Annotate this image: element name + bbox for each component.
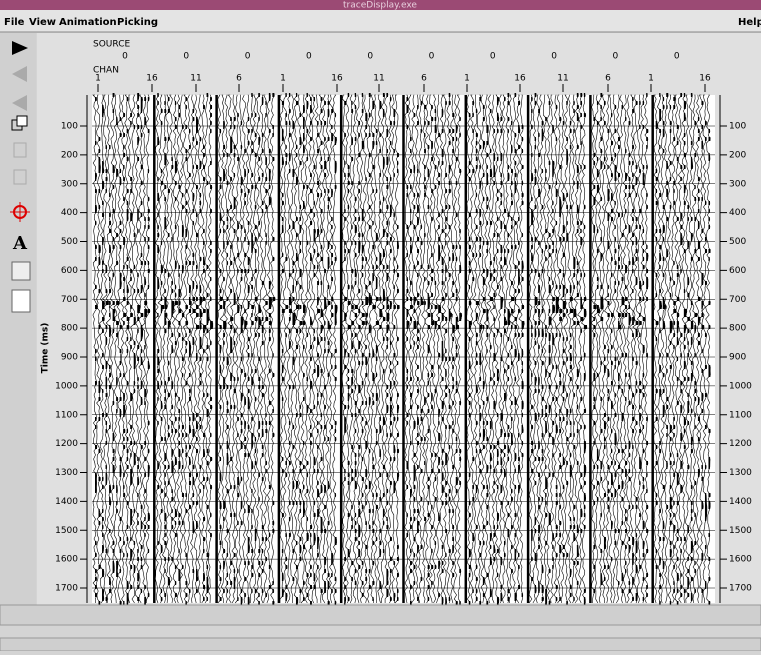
chan-value: 1 xyxy=(648,74,654,84)
chan-value: 11 xyxy=(190,74,201,84)
left-tick-label: 500 xyxy=(61,237,78,247)
panel-icon[interactable] xyxy=(12,290,30,312)
text-tool[interactable]: A xyxy=(12,233,28,254)
chan-value: 1 xyxy=(95,74,101,84)
left-tick-label: 1600 xyxy=(55,555,78,565)
right-tick-label: 1400 xyxy=(729,497,752,507)
chan-value: 16 xyxy=(699,74,711,84)
right-tick-label: 1700 xyxy=(729,584,752,594)
right-tick-label: 300 xyxy=(729,179,746,189)
status-bar-2 xyxy=(0,638,761,651)
menu-help[interactable]: Help xyxy=(738,17,761,28)
source-value: 0 xyxy=(613,52,619,62)
chan-value: 6 xyxy=(605,74,611,84)
right-tick-label: 800 xyxy=(729,324,746,334)
right-tick-label: 500 xyxy=(729,237,746,247)
menu-animation[interactable]: Animation xyxy=(59,17,117,28)
source-value: 0 xyxy=(245,52,251,62)
app-window: traceDisplay.exe File View Animation Pic… xyxy=(0,0,761,651)
window-title: traceDisplay.exe xyxy=(343,1,417,11)
derivative-icon[interactable] xyxy=(12,262,30,280)
source-value: 0 xyxy=(306,52,312,62)
right-tick-label: 1000 xyxy=(729,381,752,391)
chan-value: 11 xyxy=(557,74,568,84)
right-tick-label: 1100 xyxy=(729,410,752,420)
left-tick-label: 700 xyxy=(61,295,78,305)
left-tick-label: 200 xyxy=(61,150,78,160)
left-tick-label: 1400 xyxy=(55,497,78,507)
source-value: 0 xyxy=(183,52,189,62)
left-tick-label: 400 xyxy=(61,208,78,218)
chan-value: 16 xyxy=(146,74,158,84)
chan-value: 11 xyxy=(373,74,384,84)
left-tick-label: 1000 xyxy=(55,381,78,391)
left-tick-label: 1100 xyxy=(55,410,78,420)
copy-icon-2[interactable] xyxy=(17,116,27,126)
chan-value: 1 xyxy=(464,74,470,84)
source-value: 0 xyxy=(674,52,680,62)
right-tick-label: 400 xyxy=(729,208,746,218)
left-tick-label: 600 xyxy=(61,266,78,276)
left-tick-label: 900 xyxy=(61,353,78,363)
right-tick-label: 1300 xyxy=(729,468,752,478)
chan-value: 16 xyxy=(331,74,343,84)
right-tick-label: 1600 xyxy=(729,555,752,565)
chan-value: 6 xyxy=(236,74,242,84)
source-value: 0 xyxy=(367,52,373,62)
chan-value: 6 xyxy=(421,74,427,84)
source-value: 0 xyxy=(429,52,435,62)
right-tick-label: 200 xyxy=(729,150,746,160)
menu-picking[interactable]: Picking xyxy=(117,17,158,28)
right-tick-label: 600 xyxy=(729,266,746,276)
chan-value: 16 xyxy=(514,74,526,84)
left-tick-label: 1300 xyxy=(55,468,78,478)
right-tick-label: 700 xyxy=(729,295,746,305)
right-tick-label: 100 xyxy=(729,122,746,132)
status-bar xyxy=(0,605,761,625)
menu-view[interactable]: View xyxy=(29,17,56,28)
left-tick-label: 1200 xyxy=(55,439,78,449)
chan-value: 1 xyxy=(280,74,286,84)
left-tick-label: 800 xyxy=(61,324,78,334)
right-tick-label: 1200 xyxy=(729,439,752,449)
right-tick-label: 1500 xyxy=(729,526,752,536)
time-axis-label: Time (ms) xyxy=(41,323,51,374)
left-tick-label: 1500 xyxy=(55,526,78,536)
left-tick-label: 300 xyxy=(61,179,78,189)
left-tick-label: 1700 xyxy=(55,584,78,594)
right-tick-label: 900 xyxy=(729,353,746,363)
source-value: 0 xyxy=(122,52,128,62)
left-tick-label: 100 xyxy=(61,122,78,132)
source-value: 0 xyxy=(551,52,557,62)
menu-file[interactable]: File xyxy=(4,17,25,28)
source-label: SOURCE xyxy=(93,40,130,50)
source-value: 0 xyxy=(490,52,496,62)
